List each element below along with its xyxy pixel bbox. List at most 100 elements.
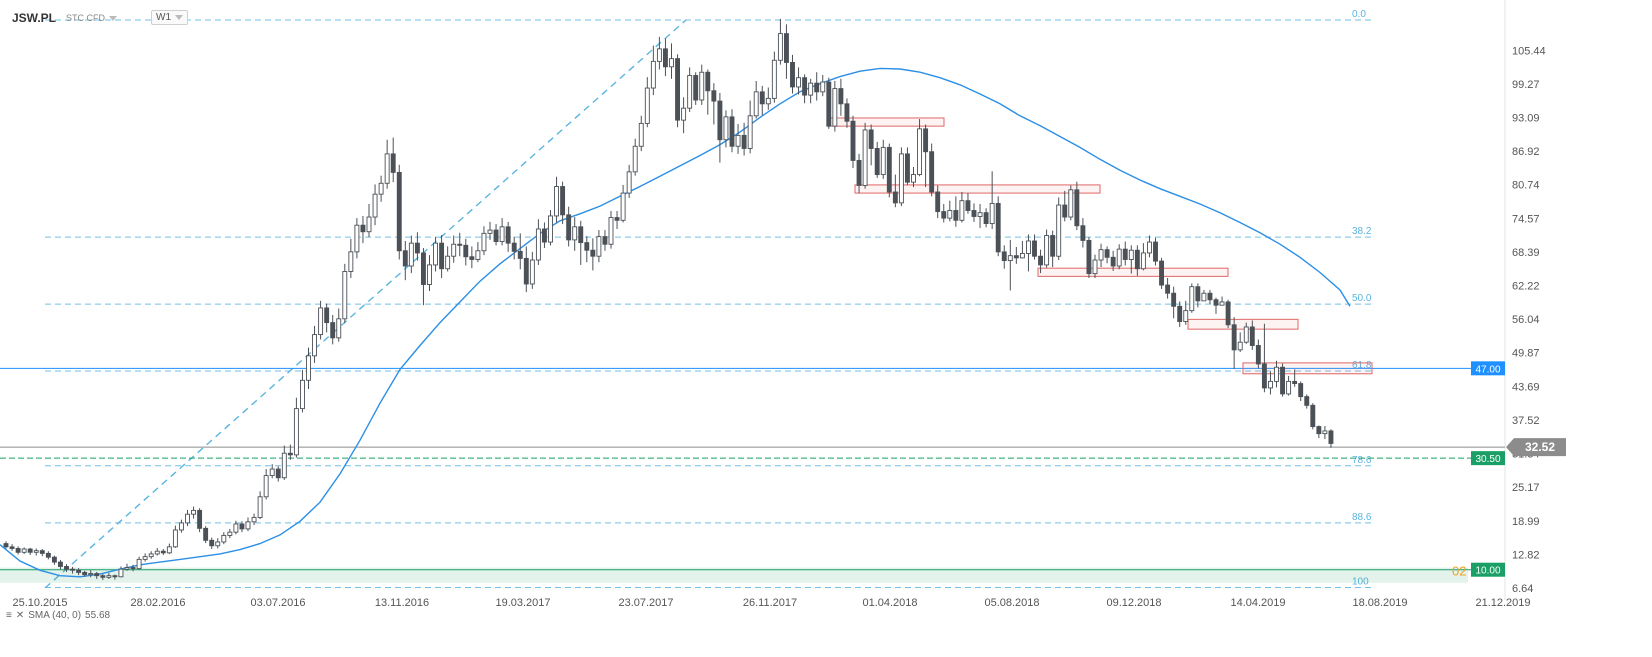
timeframe-select[interactable]: W1 [151,10,189,25]
date-tick-label: 19.03.2017 [495,597,550,609]
candle-up [185,513,190,524]
candle-up [312,334,317,357]
candle-down [58,561,63,567]
candle-up [1267,380,1273,389]
price-tag-text: 32.52 [1525,440,1555,454]
candle-down [542,228,547,243]
candle-up [233,523,239,533]
candle-up [1098,249,1104,261]
candle-up [384,153,390,184]
support-zone [0,567,1468,583]
candle-up [596,236,602,257]
candle-up [342,271,348,320]
fib-label: 0.0 [1352,9,1366,20]
candle-up [166,546,172,554]
candle-up [1237,341,1243,351]
price-tick-label: 6.64 [1512,583,1533,595]
candle-up [771,59,777,99]
candle-down [27,548,33,553]
price-tag-text: 10.00 [1475,566,1500,577]
indicator-legend[interactable]: ≡ ✕ SMA (40, 0) 55.68 [6,610,110,621]
candle-up [245,521,251,530]
candle-up [898,153,904,204]
candle-down [759,91,765,105]
candle-down [1231,324,1237,351]
candle-down [905,153,910,183]
price-tick-label: 12.82 [1512,549,1540,561]
tag-47: 47.00 [1471,361,1505,376]
candle-up [626,171,632,194]
candle-up [378,182,384,195]
candle-up [620,192,626,221]
candle-down [995,202,1001,253]
candle-down [82,571,88,576]
candle-up [989,202,995,225]
date-tick-label: 26.11.2017 [743,597,797,609]
candle-down [663,48,668,68]
indicator-label: SMA (40, 0) [28,610,82,621]
candle-up [681,107,687,121]
price-tag-shape [1471,451,1505,466]
candle-up [1056,204,1062,257]
date-tick-label: 09.12.2018 [1106,597,1161,609]
candle-down [868,129,874,149]
candle-down [9,546,15,549]
candle-down [70,568,76,571]
instrument-type[interactable]: STC CFD [66,13,118,23]
candle-up [481,232,487,252]
candle-down [239,523,245,530]
candle-up [475,250,481,260]
candle-down [874,147,880,176]
candle-up [445,255,451,270]
fib-label: 50.0 [1352,293,1372,304]
candle-up [106,575,112,578]
candle-up [318,307,324,336]
price-tick-label: 43.69 [1512,381,1540,393]
candle-up [669,58,674,68]
candle-down [511,242,517,252]
candle-down [1074,189,1080,227]
candle-down [330,322,336,339]
menu-icon[interactable]: ≡ [6,610,12,621]
candle-up [300,379,305,410]
candle-down [287,452,293,456]
candle-down [1213,299,1219,306]
candle-down [439,242,445,270]
candle-up [687,75,693,109]
candle-down [675,58,680,121]
candle-down [324,307,330,324]
candle-down [1062,204,1068,218]
candle-up [608,217,614,245]
candle-up [366,216,372,233]
candle-up [136,558,142,570]
candle-down [983,212,989,225]
candle-down [584,242,590,251]
candle-down [1110,256,1116,267]
fib-label: 78.6 [1352,455,1372,466]
candle-up [451,243,457,257]
candle-up [638,122,644,147]
candle-up [142,556,148,560]
candle-down [814,82,820,93]
candle-down [844,103,850,122]
candle-down [39,550,45,554]
candle-down [1249,326,1255,346]
price-tag-shape [1506,438,1566,457]
candle-down [209,539,215,547]
candle-down [100,575,106,578]
candle-up [747,115,753,149]
candle-up [88,573,94,576]
candle-down [1316,426,1322,435]
candle-up [354,224,360,253]
candle-up [911,174,916,183]
candle-down [935,191,941,213]
chevron-down-icon [109,15,118,21]
close-icon[interactable]: ✕ [15,610,25,621]
candle-up [336,318,342,339]
candle-down [390,153,396,173]
candle-down [1086,239,1092,275]
candle-down [838,88,844,105]
date-tick-label: 18.08.2019 [1352,597,1407,609]
